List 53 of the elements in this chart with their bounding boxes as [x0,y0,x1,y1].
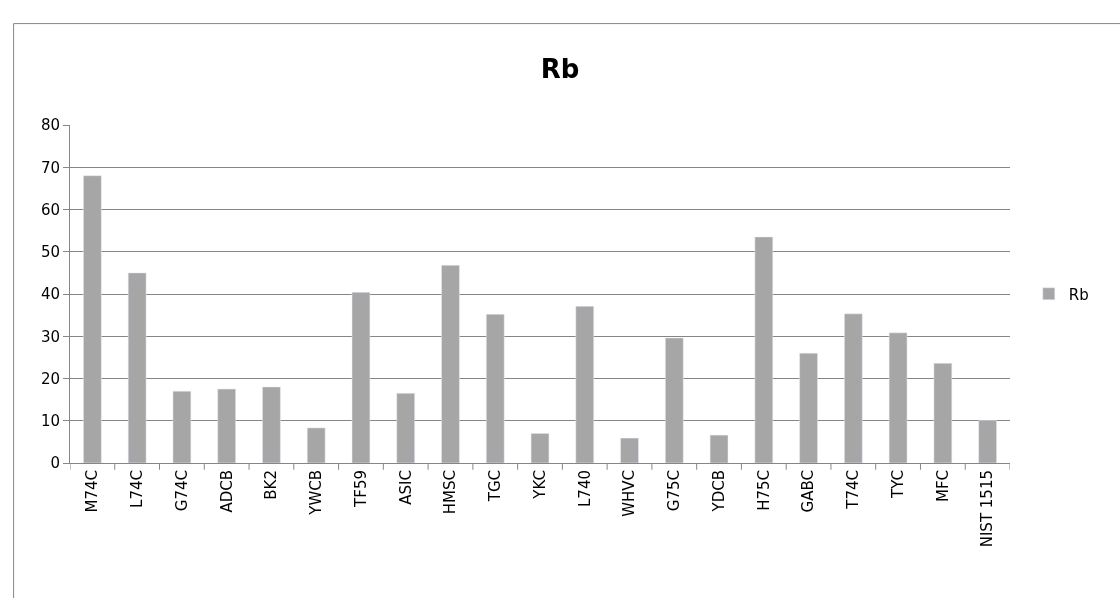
chart-title: Rb [540,54,580,84]
bar [530,433,550,463]
x-tick-label: YWCB [307,470,326,516]
bar [888,332,908,463]
x-tick-label: G75C [665,470,684,512]
bar [620,437,639,463]
bar [172,390,192,463]
y-tick-label: 70 [40,158,60,177]
y-tick-label: 50 [40,243,60,261]
x-tick-label: TF59 [351,470,370,508]
x-tick-label: MFC [933,470,952,503]
y-tick-label: 40 [40,285,60,304]
y-tick-label: 0 [50,454,60,473]
y-tick-label: 10 [40,412,60,430]
bar [306,427,326,463]
bar [575,306,594,463]
x-tick-label: BK2 [262,470,281,500]
x-tick-label: TGC [486,470,505,503]
bar [978,420,997,463]
x-tick-label: GABC [799,470,818,513]
bar [441,265,460,463]
x-tick-label: YDCB [709,470,728,513]
y-tick-label: 60 [40,200,60,219]
bar [933,363,953,463]
x-tick-label: ADCB [217,470,236,513]
bar [127,272,147,463]
bar [754,236,774,463]
bar [799,352,818,463]
x-tick-label: T74C [844,470,863,510]
bar [844,313,863,463]
bar [217,388,236,463]
x-tick-label: WHVC [620,470,639,517]
bar [665,337,684,463]
bar [486,314,505,463]
bar [262,386,281,463]
y-tick-label: 80 [40,116,60,135]
x-tick-label: NIST 1515 [978,470,997,548]
bar [396,393,415,463]
x-tick-label: HMSC [441,470,460,515]
x-tick-label: YKC [530,470,549,500]
x-tick-label: H75C [754,470,773,511]
legend-label: Rb [1068,285,1089,304]
bar [83,175,102,463]
x-tick-label: TYC [888,470,907,499]
x-tick-label: L740 [575,470,594,507]
bar [709,434,729,463]
x-tick-label: G74C [172,470,191,512]
bar [351,292,371,463]
x-tick-label: ASIC [396,470,415,505]
x-tick-label: M74C [83,470,102,513]
y-tick-label: 20 [40,369,60,388]
x-tick-label: L74C [128,470,147,508]
y-tick-label: 30 [40,327,60,346]
